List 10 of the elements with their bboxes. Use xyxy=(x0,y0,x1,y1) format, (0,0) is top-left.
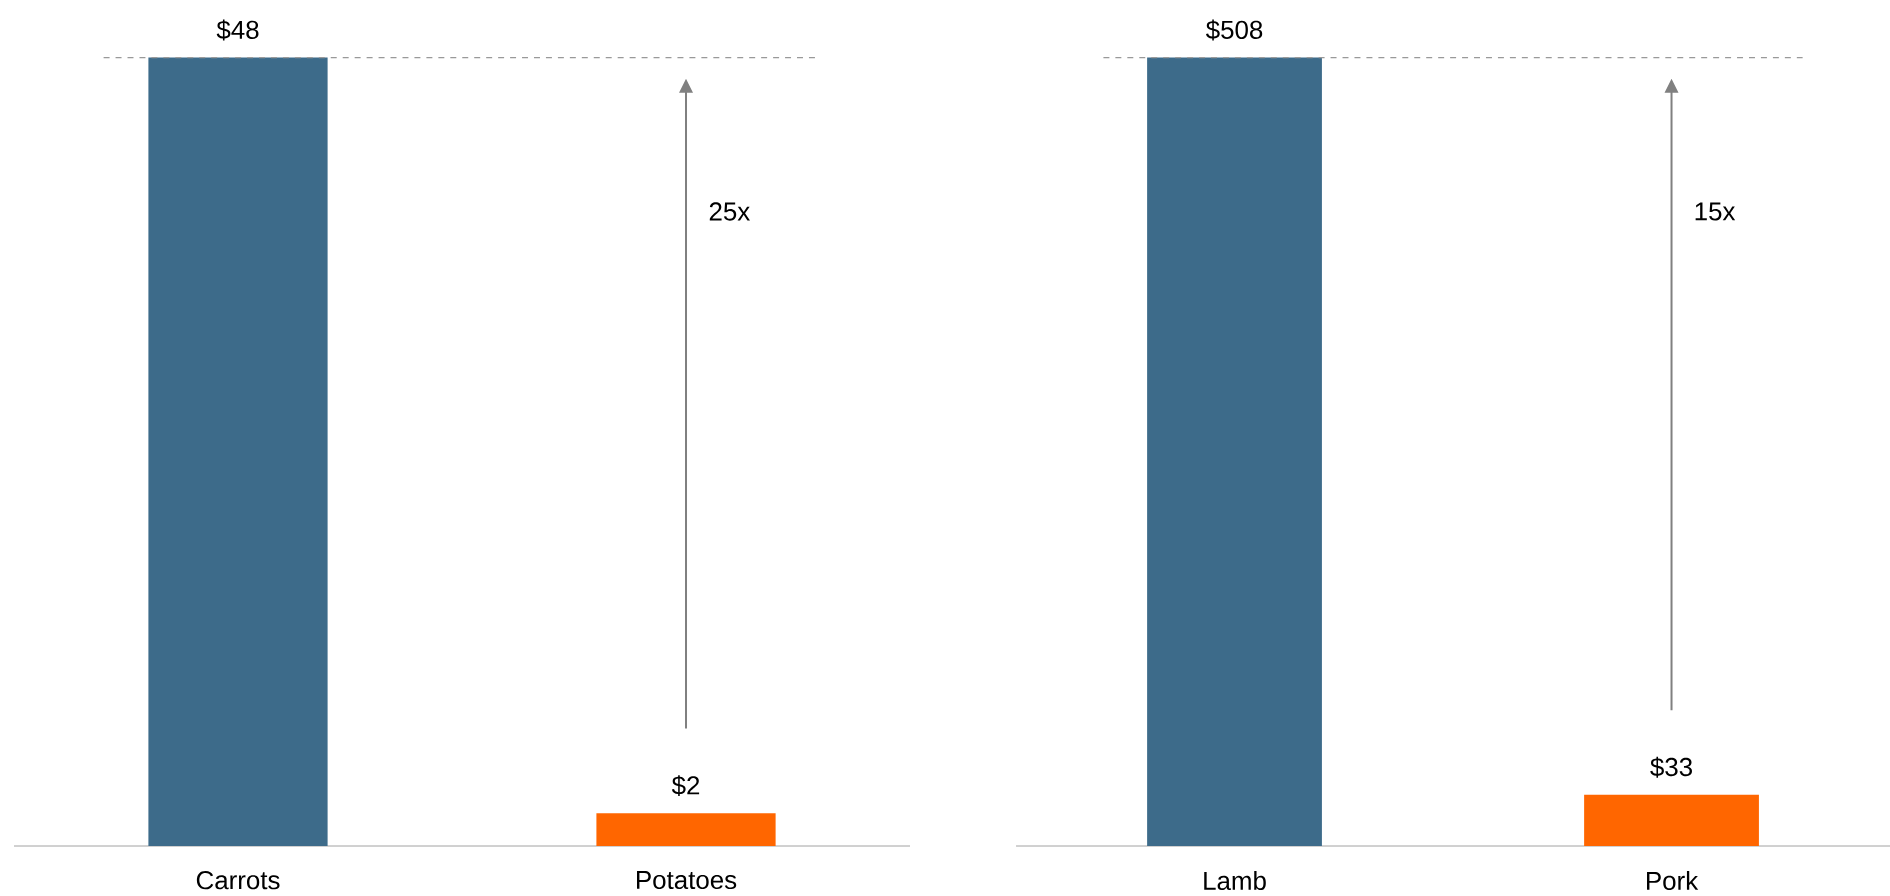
data-label: $508 xyxy=(1205,19,1263,41)
annotation: 15x xyxy=(1695,202,1736,221)
data-label: $48 xyxy=(216,19,259,41)
x-tick-label: Carrots xyxy=(196,871,280,890)
data-label: $33 xyxy=(1650,756,1692,778)
x-tick-label: Potatoes xyxy=(637,871,737,890)
x-tick-label: Lamb xyxy=(1204,871,1266,891)
x-tick-label: Pork xyxy=(1647,871,1699,891)
data-label: $2 xyxy=(671,775,700,797)
annotation: 25x xyxy=(709,202,750,221)
